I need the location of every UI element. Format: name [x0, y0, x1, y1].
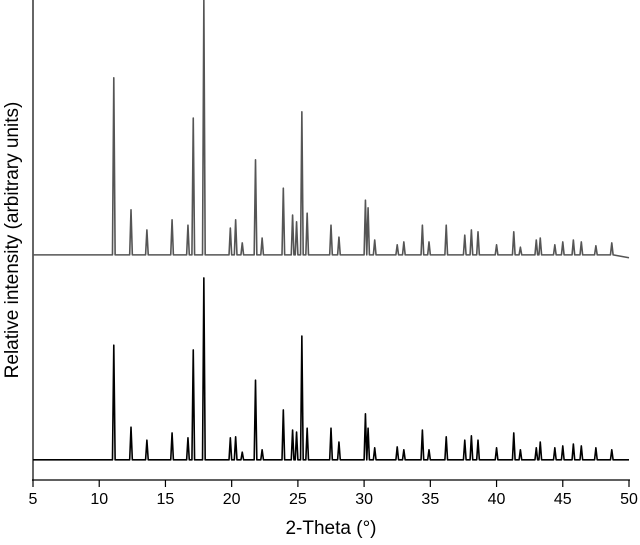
x-tick-label: 10	[90, 491, 108, 508]
y-axis-label: Relative intensity (arbitrary units)	[2, 102, 23, 379]
x-axis-label: 2-Theta (°)	[285, 518, 376, 539]
data-line	[33, 277, 629, 461]
x-tick-label: 5	[29, 491, 38, 508]
x-tick-label: 20	[223, 491, 241, 508]
x-tick-label: 15	[157, 491, 175, 508]
x-tick-label: 30	[355, 491, 373, 508]
x-tick-label: 35	[421, 491, 439, 508]
x-tick-label: 45	[554, 491, 572, 508]
x-tick-label: 40	[488, 491, 506, 508]
x-tick-label: 50	[620, 491, 638, 508]
x-tick-label: 25	[289, 491, 307, 508]
data-line	[33, 0, 630, 259]
